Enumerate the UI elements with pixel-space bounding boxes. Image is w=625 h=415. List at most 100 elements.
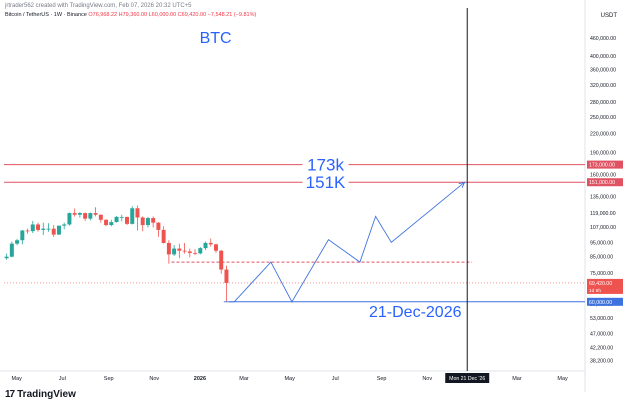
candle-body: [177, 248, 182, 251]
x-tick-label: Mar: [512, 376, 522, 382]
level-axis-label-bg: [587, 178, 623, 187]
y-tick-label: 190,000.00: [590, 150, 616, 156]
candle-body: [193, 252, 198, 254]
x-tick-label: May: [284, 376, 295, 382]
level-label: 151K: [306, 173, 346, 192]
candle-body: [9, 243, 14, 257]
y-tick-label: 360,000.00: [590, 68, 616, 74]
candle-body: [166, 242, 171, 255]
candle-body: [125, 216, 129, 224]
candle-body: [4, 256, 9, 259]
candle-body: [109, 222, 114, 226]
y-tick-label: 75,000.00: [590, 271, 613, 277]
candle-body: [224, 269, 229, 283]
candle-body: [119, 216, 124, 218]
candle-body: [198, 248, 203, 254]
ohlc-close: C69,420.00: [177, 12, 207, 18]
y-tick-label: 119,000.00: [590, 211, 616, 217]
x-tick-label: 2026: [194, 376, 206, 382]
level-axis-label: 151,000.00: [589, 180, 615, 186]
y-tick-label: 160,000.00: [590, 173, 616, 179]
candle-body: [56, 225, 61, 235]
symbol-name[interactable]: Bitcoin / TetherUS · 1W · Binance: [5, 12, 87, 18]
candle-body: [72, 213, 77, 215]
y-tick-label: 460,000.00: [590, 36, 616, 42]
crosshair-time-label-bg: [445, 373, 490, 383]
candle-body: [41, 228, 46, 230]
level-label-bg: [302, 155, 349, 174]
price-axis-background: [585, 0, 625, 392]
chart-annotation: 21-Dec-2026: [369, 304, 462, 321]
x-tick-label: Jul: [59, 376, 66, 382]
candle-body: [182, 250, 187, 252]
candle-body: [46, 228, 51, 230]
ohlc-legend: Bitcoin / TetherUS · 1W · Binance O76,96…: [5, 12, 256, 18]
level-label-bg: [302, 173, 349, 192]
x-tick-label: May: [557, 376, 568, 382]
x-tick-label: Nov: [149, 376, 159, 382]
candle-body: [15, 240, 20, 244]
current-price-label-bg: [587, 278, 623, 294]
candle-body: [208, 242, 213, 245]
x-tick-label: Nov: [422, 376, 432, 382]
y-tick-label: 400,000.00: [590, 54, 616, 60]
candle-body: [161, 229, 166, 243]
candle-body: [88, 213, 93, 219]
candle-body: [36, 224, 41, 230]
candle-body: [219, 250, 224, 270]
price-axis-unit: USDT: [600, 13, 617, 19]
level-axis-label-bg: [587, 297, 623, 306]
x-tick-label: Sep: [377, 376, 387, 382]
crosshair-time-label: Mon 21 Dec '26: [449, 376, 485, 382]
candle-body: [62, 224, 67, 226]
ohlc-low: L60,000.00: [148, 12, 177, 18]
y-tick-label: 85,000.00: [590, 255, 613, 261]
candle-body: [104, 219, 109, 226]
projection-arrowhead: [458, 181, 466, 188]
level-axis-label-bg: [587, 160, 623, 169]
candle-body: [77, 213, 82, 215]
candle-body: [67, 213, 72, 225]
chart-credit: jrtrader562 created with TradingView.com…: [5, 3, 192, 9]
tradingview-logo-text: TradingView: [17, 389, 76, 400]
tradingview-logo[interactable]: 17 TradingView: [5, 389, 76, 400]
y-tick-label: 47,000.00: [590, 331, 613, 337]
level-axis-label: 60,000.00: [589, 300, 612, 306]
candle-body: [25, 230, 30, 232]
candle-body: [98, 214, 103, 220]
y-tick-label: 135,000.00: [590, 195, 616, 201]
x-tick-label: Sep: [104, 376, 114, 382]
y-tick-label: 320,000.00: [590, 83, 616, 89]
x-tick-label: May: [12, 376, 23, 382]
x-tick-label: Mar: [239, 376, 249, 382]
candle-body: [130, 208, 135, 224]
candle-body: [114, 216, 119, 223]
ohlc-open: O76,968.22: [88, 12, 118, 18]
x-tick-label: Jul: [332, 376, 339, 382]
candle-body: [135, 208, 140, 218]
candle-body: [187, 251, 192, 253]
candle-body: [93, 213, 98, 215]
candle-body: [172, 248, 177, 255]
level-axis-label: 173,000.00: [589, 163, 615, 169]
candle-body: [213, 244, 218, 251]
y-tick-label: 280,000.00: [590, 100, 616, 106]
candle-body: [140, 217, 145, 226]
ohlc-high: H79,360.00: [118, 12, 148, 18]
current-price-countdown: 1d 9h: [589, 288, 601, 294]
candle-body: [203, 242, 208, 249]
candle-body: [20, 230, 25, 241]
candle-body: [30, 224, 35, 232]
projection-path: [223, 181, 465, 303]
level-label: 173k: [307, 156, 344, 175]
y-tick-label: 38,200.00: [590, 358, 613, 364]
candle-body: [51, 228, 56, 235]
tradingview-logo-icon: 17: [5, 389, 15, 400]
candle-body: [151, 218, 156, 223]
current-price-label: 69,420.00: [589, 281, 612, 287]
ohlc-change: −7,548.21 (−9.81%): [207, 12, 257, 18]
candle-body: [145, 218, 150, 226]
y-tick-label: 220,000.00: [590, 131, 616, 137]
